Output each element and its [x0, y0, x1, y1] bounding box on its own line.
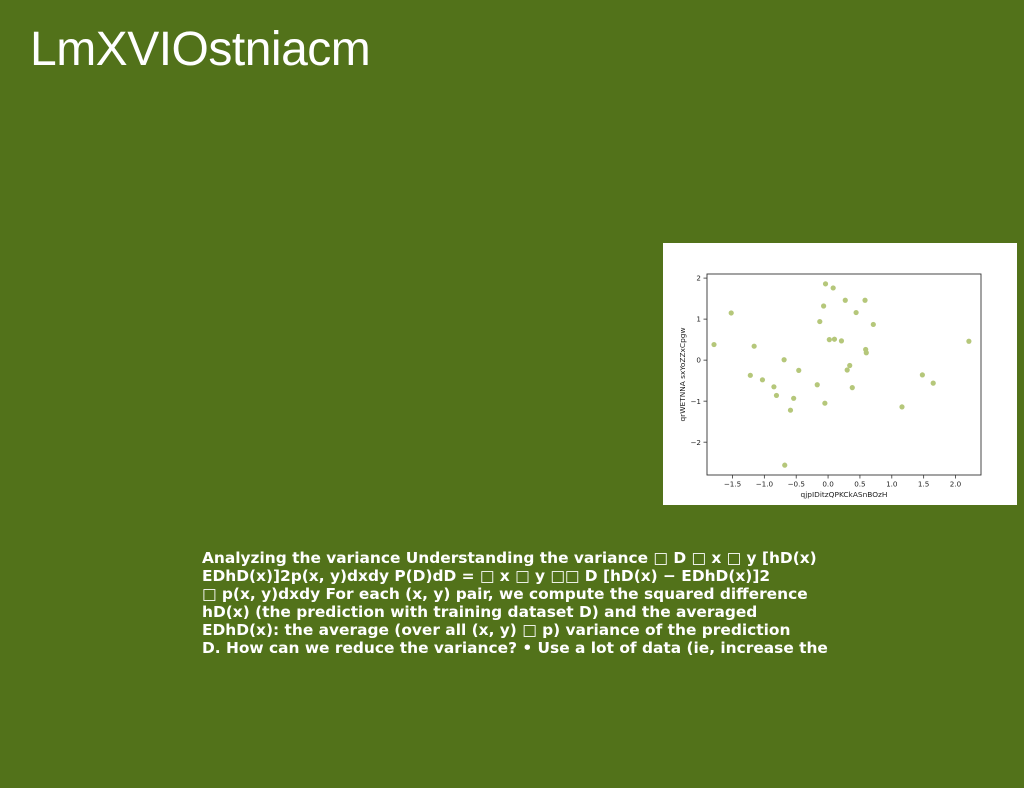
scatter-point [759, 377, 766, 383]
x-tick-label: 2.0 [950, 480, 962, 489]
x-tick-label: 1.5 [918, 480, 929, 489]
scatter-point [863, 350, 869, 356]
scatter-point [747, 372, 753, 378]
scatter-point [853, 309, 859, 316]
body-text-line: EDhD(x)]2p(x, y)dxdy P(D)dD = □ x □ y □□… [202, 567, 771, 585]
scatter-point [822, 400, 828, 406]
scatter-point [796, 367, 802, 373]
scatter-point [821, 303, 827, 309]
y-axis-label: qrWETNNA sxYoZZxCpgw [678, 327, 687, 421]
y-tick-label: 2 [696, 274, 701, 283]
y-tick-label: −2 [690, 438, 701, 447]
scatter-point [826, 337, 832, 343]
scatter-point [787, 407, 794, 413]
body-text-line: EDhD(x): the average (over all (x, y) □ … [202, 621, 791, 639]
scatter-point [862, 297, 868, 303]
scatter-point [781, 357, 787, 363]
scatter-point [817, 318, 823, 325]
x-tick-label: −1.5 [724, 480, 741, 489]
body-text-line: □ p(x, y)dxdy For each (x, y) pair, we c… [202, 585, 808, 603]
plot-frame [706, 273, 982, 476]
scatter-point [751, 343, 757, 349]
scatter-point [847, 362, 853, 369]
y-tick-label: 0 [696, 356, 701, 365]
x-tick-label: −1.0 [756, 480, 774, 489]
slide-body-text: Analyzing the variance Understanding the… [202, 549, 882, 657]
scatter-chart: −1.5 −1.0 −0.5 0.0 0.5 1.0 1.5 2.0 −2 −1 0 1 2 qjpI… [678, 273, 982, 499]
x-tick-label: 0.5 [854, 480, 865, 489]
y-tick-label: −1 [690, 397, 701, 406]
slide-title: LmXVIOstniacm [30, 23, 371, 76]
scatter-point [728, 310, 734, 316]
y-tick-label: 1 [696, 315, 701, 324]
plot-marks [711, 281, 972, 468]
scatter-point [899, 404, 905, 410]
x-tick-label: 0.0 [822, 480, 834, 489]
scatter-point [814, 382, 820, 388]
scatter-point [711, 341, 717, 348]
scatter-point [782, 462, 788, 468]
scatter-point [966, 338, 972, 344]
scatter-point [791, 395, 797, 401]
scatter-point [919, 372, 925, 378]
scatter-point [849, 385, 855, 391]
scatter-point [773, 392, 780, 399]
scatter-point [831, 336, 838, 342]
scatter-point [838, 338, 845, 344]
scatter-point [771, 384, 777, 390]
x-tick-label: −0.5 [787, 480, 804, 489]
x-tick-label: 1.0 [886, 480, 898, 489]
scatter-point [842, 297, 848, 303]
x-axis-label: qjpIDitzQPKCkASnBOzH [801, 490, 888, 499]
scatter-point [822, 281, 829, 287]
y-axis: −2 −1 0 1 2 [690, 274, 707, 447]
scatter-point [844, 367, 850, 373]
scatter-point [830, 285, 836, 291]
body-text-line: hD(x) (the prediction with training data… [202, 603, 758, 621]
body-text-line: Analyzing the variance Understanding the… [202, 549, 817, 567]
scatter-point [870, 321, 876, 328]
scatter-point [930, 380, 936, 386]
body-text-line: D. How can we reduce the variance? • Use… [202, 639, 828, 657]
scatter-chart-panel: −1.5 −1.0 −0.5 0.0 0.5 1.0 1.5 2.0 −2 −1 0 1 2 qjpI… [663, 243, 1017, 505]
x-axis: −1.5 −1.0 −0.5 0.0 0.5 1.0 1.5 2.0 [724, 475, 962, 489]
